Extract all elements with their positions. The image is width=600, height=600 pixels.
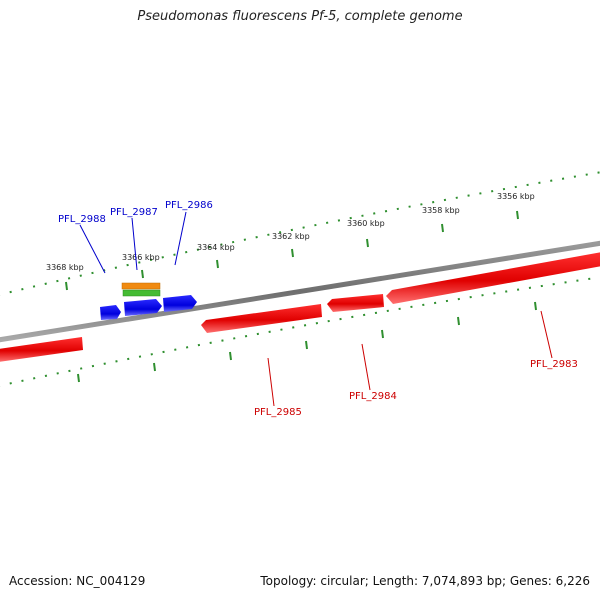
gene-label-pfl-2986[interactable]: PFL_2986 — [165, 200, 213, 211]
scale-label: 3366 kbp — [122, 253, 160, 262]
gene-label-pfl-2988[interactable]: PFL_2988 — [58, 214, 106, 225]
genome-title: Pseudomonas fluorescens Pf-5, complete g… — [137, 9, 463, 24]
gene-label-pfl-2984[interactable]: PFL_2984 — [349, 391, 397, 402]
scale-label: 3368 kbp — [46, 263, 84, 272]
scale-label: 3358 kbp — [422, 206, 460, 215]
gene-arrow-pfl-2988[interactable] — [100, 305, 121, 320]
genome-summary-text: Topology: circular; Length: 7,074,893 bp… — [260, 574, 590, 588]
feature-bar-orange[interactable] — [121, 282, 161, 290]
gene-arrow-left-edge[interactable] — [0, 337, 83, 362]
gene-labels: PFL_2988 PFL_2987 PFL_2986 PFL_2985 PFL_… — [58, 200, 578, 418]
gene-arrow-pfl-2984[interactable] — [327, 294, 384, 312]
lower-major-ticks — [77, 301, 537, 383]
gene-label-pfl-2987[interactable]: PFL_2987 — [110, 207, 158, 218]
gene-arrow-pfl-2983[interactable] — [386, 252, 600, 304]
scale-label: 3362 kbp — [272, 232, 310, 241]
scale-label: 3356 kbp — [497, 192, 535, 201]
forward-strand-genes — [100, 295, 197, 320]
gene-label-pfl-2983[interactable]: PFL_2983 — [530, 359, 578, 370]
scale-label: 3364 kbp — [197, 243, 235, 252]
reverse-label-connectors — [267, 310, 553, 407]
accession-text: Accession: NC_004129 — [9, 574, 146, 588]
upper-major-ticks — [65, 210, 519, 291]
scale-labels: 3368 kbp 3366 kbp 3364 kbp 3362 kbp 3360… — [46, 192, 535, 272]
feature-bar-green[interactable] — [122, 289, 161, 297]
gene-arrow-pfl-2987[interactable] — [124, 299, 162, 316]
genome-backbone — [0, 240, 600, 343]
gene-label-pfl-2985[interactable]: PFL_2985 — [254, 407, 302, 418]
lower-scale-ring — [0, 276, 600, 387]
gene-arrow-pfl-2985[interactable] — [201, 304, 322, 333]
scale-label: 3360 kbp — [347, 219, 385, 228]
gene-arrow-pfl-2986[interactable] — [163, 295, 197, 312]
reverse-strand-genes — [0, 252, 600, 362]
forward-label-connectors — [79, 211, 187, 274]
